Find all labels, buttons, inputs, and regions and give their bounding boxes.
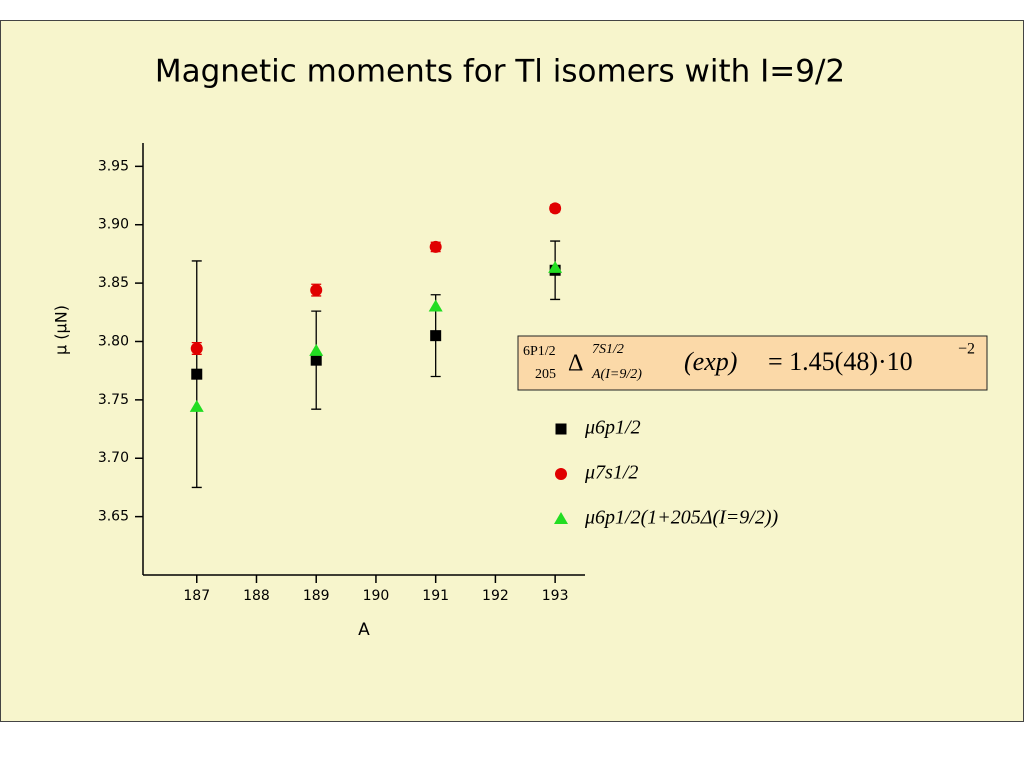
data-point bbox=[428, 299, 443, 312]
data-point bbox=[549, 202, 562, 215]
legend-label: μ7s1/2 bbox=[584, 462, 638, 484]
annotation-exponent: −2 bbox=[958, 341, 975, 358]
annotation-sub-right: A(I=9/2) bbox=[591, 367, 642, 382]
x-tick-label: 193 bbox=[542, 588, 569, 604]
y-tick-label: 3.70 bbox=[98, 450, 129, 466]
legend-label: μ6p1/2(1+205Δ(I=9/2)) bbox=[584, 507, 779, 529]
legend-marker bbox=[555, 423, 567, 435]
y-tick-label: 3.75 bbox=[98, 392, 129, 408]
legend-marker bbox=[555, 468, 567, 480]
data-point bbox=[429, 240, 442, 253]
y-tick-label: 3.90 bbox=[98, 217, 129, 233]
x-tick-label: 192 bbox=[482, 588, 509, 604]
y-tick-label: 3.85 bbox=[98, 275, 129, 291]
data-point bbox=[189, 399, 204, 412]
x-tick-label: 191 bbox=[422, 588, 449, 604]
annotation-box bbox=[517, 335, 988, 391]
data-point bbox=[548, 260, 563, 273]
x-axis-label: A bbox=[358, 620, 370, 640]
annotation: 6P1/2 205 Δ 7S1/2 A(I=9/2) (exp) = 1.45(… bbox=[517, 335, 988, 391]
annotation-value: = 1.45(48)·10 bbox=[768, 347, 913, 376]
annotation-sup-left: 6P1/2 bbox=[523, 344, 556, 359]
y-tick-label: 3.80 bbox=[98, 333, 129, 349]
y-axis-label: μ (μN) bbox=[52, 305, 71, 355]
x-tick-label: 188 bbox=[243, 588, 270, 604]
annotation-symbol: Δ bbox=[568, 351, 583, 377]
annotation-sub-left: 205 bbox=[535, 367, 556, 382]
data-point bbox=[190, 342, 203, 355]
legend-marker bbox=[554, 512, 568, 524]
chart-title: Magnetic moments for Tl isomers with I=9… bbox=[155, 54, 845, 90]
data-point bbox=[309, 343, 324, 356]
legend-label: μ6p1/2 bbox=[584, 417, 641, 439]
data-point bbox=[310, 354, 322, 366]
x-tick-label: 190 bbox=[363, 588, 390, 604]
data-point bbox=[430, 330, 442, 342]
annotation-sup-right: 7S1/2 bbox=[592, 342, 624, 357]
data-point bbox=[191, 368, 203, 380]
data-point bbox=[310, 284, 323, 297]
y-tick-label: 3.95 bbox=[98, 158, 129, 174]
annotation-paren: (exp) bbox=[684, 347, 737, 376]
x-tick-label: 189 bbox=[303, 588, 330, 604]
y-tick-label: 3.65 bbox=[98, 509, 129, 525]
x-tick-label: 187 bbox=[183, 588, 210, 604]
